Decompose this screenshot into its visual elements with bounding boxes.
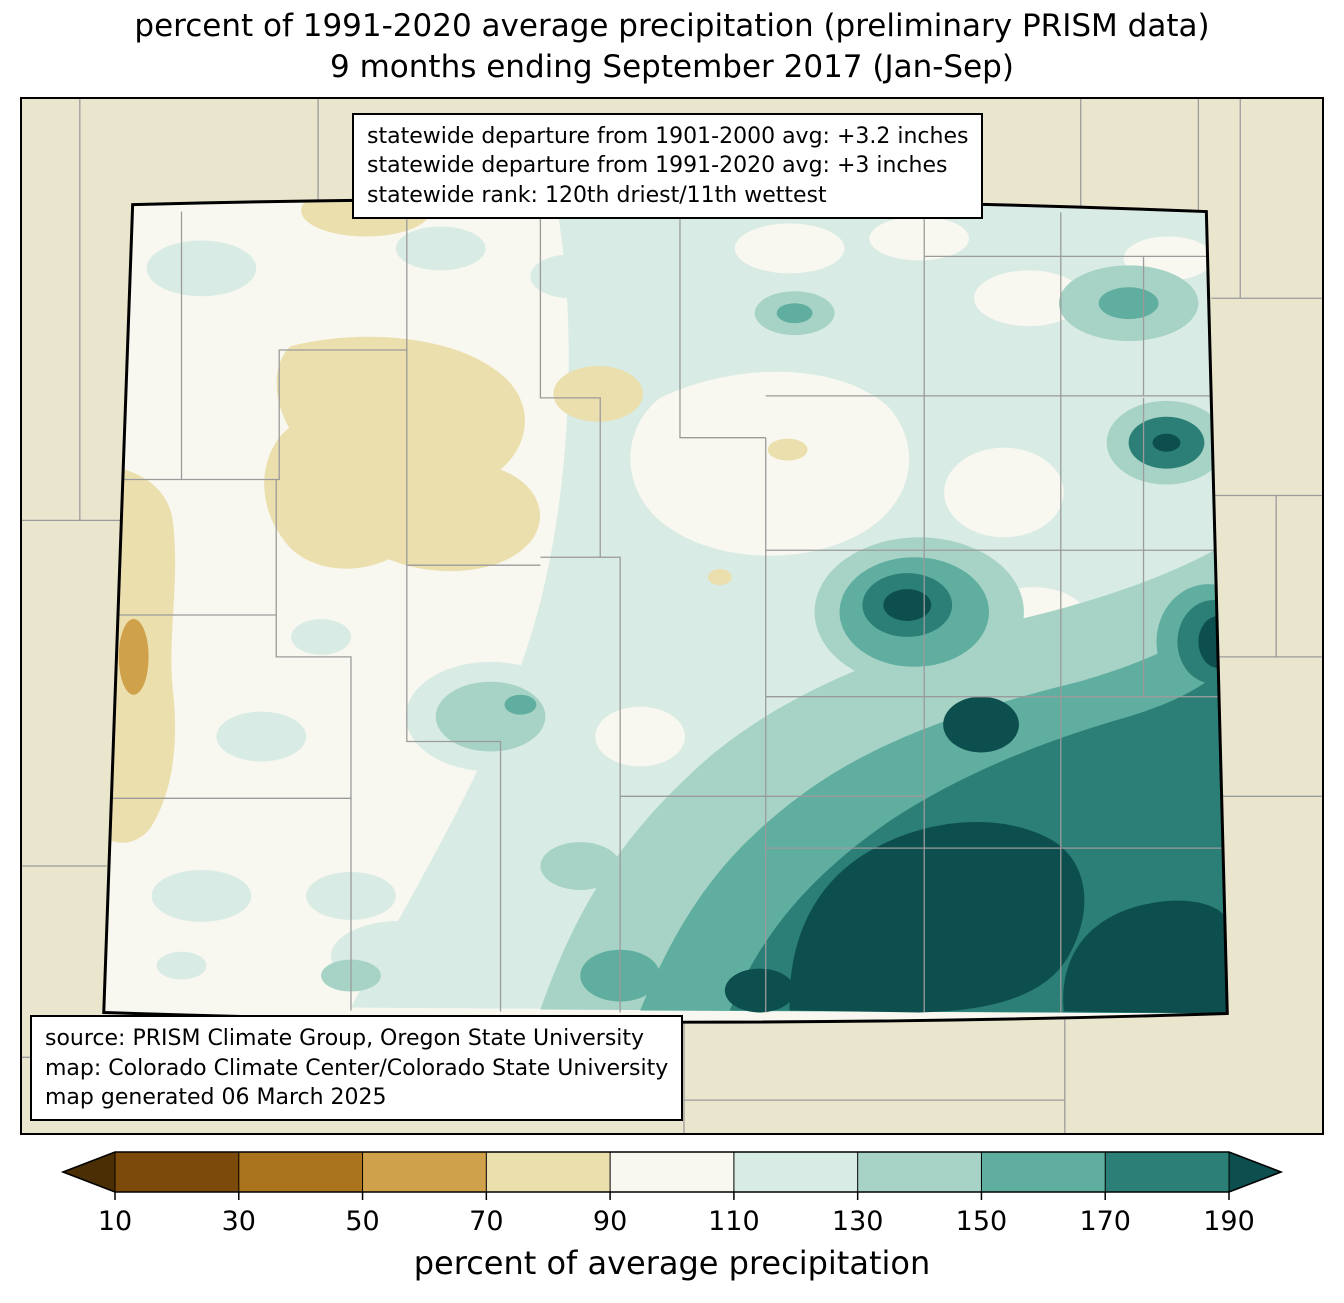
colorbar-segment-p70_90 (486, 1152, 611, 1192)
statewide-stats-box: statewide departure from 1901-2000 avg: … (352, 113, 984, 219)
bin-gt190-shapes (724, 433, 1228, 1014)
colorbar-tick-label: 110 (708, 1206, 760, 1237)
colorbar: 10 30 50 70 90 110 130 150 170 190 percent of aver… (0, 1145, 1344, 1299)
colorbar-segment-p90_110 (610, 1152, 734, 1192)
colorbar-tick-label: 70 (469, 1206, 503, 1237)
colorbar-tick-label: 90 (593, 1206, 627, 1237)
colorbar-above-arrow (1229, 1152, 1281, 1192)
colorbar-tick-label: 30 (222, 1206, 256, 1237)
stats-line-departure-1991: statewide departure from 1991-2020 avg: … (367, 153, 948, 179)
stats-line-departure-1901: statewide departure from 1901-2000 avg: … (367, 124, 969, 149)
county-boundaries (105, 211, 1223, 1013)
colorbar-tick-label: 50 (345, 1206, 379, 1237)
colorbar-segment-p110_130 (733, 1152, 858, 1192)
colorbar-segment-p30_50 (238, 1152, 363, 1192)
colorbar-segment-p50_70 (362, 1152, 487, 1192)
credits-line-map: map: Colorado Climate Center/Colorado St… (45, 1055, 669, 1081)
colorbar-tick-label: 170 (1079, 1206, 1131, 1237)
credits-line-generated: map generated 06 March 2025 (45, 1084, 387, 1110)
colorbar-segment-p130_150 (857, 1152, 982, 1192)
stats-line-rank: statewide rank: 120th driest/11th wettes… (367, 182, 827, 208)
page-title-line2: 9 months ending September 2017 (Jan-Sep) (330, 48, 1014, 85)
colorbar-segment-p150_170 (981, 1152, 1106, 1192)
colorbar-segment-p10_30 (115, 1152, 239, 1192)
colorbar-tick-label: 130 (832, 1206, 884, 1237)
precip-shading (103, 199, 1228, 1023)
colorbar-segment-p170_190 (1105, 1152, 1229, 1192)
page-title: percent of 1991-2020 average precipitati… (0, 6, 1344, 88)
map-frame: statewide departure from 1901-2000 avg: … (20, 97, 1324, 1135)
page-title-line1: percent of 1991-2020 average precipitati… (134, 8, 1210, 44)
colorbar-below-arrow (63, 1152, 115, 1192)
credits-line-source: source: PRISM Climate Group, Oregon Stat… (45, 1026, 645, 1052)
colorbar-axis-label: percent of average precipitation (414, 1244, 931, 1282)
neighbor-county-lines (22, 99, 1322, 1133)
credits-box: source: PRISM Climate Group, Oregon Stat… (30, 1015, 684, 1121)
colorbar-svg: 10 30 50 70 90 110 130 150 170 190 percent of aver… (60, 1151, 1284, 1282)
colorbar-tick-label: 150 (956, 1206, 1008, 1237)
colorado-precipitation-map (22, 99, 1322, 1133)
colorbar-tick-label: 10 (98, 1206, 132, 1237)
colorbar-tick-label: 190 (1203, 1206, 1255, 1237)
bin-50-70-shapes (118, 618, 149, 695)
